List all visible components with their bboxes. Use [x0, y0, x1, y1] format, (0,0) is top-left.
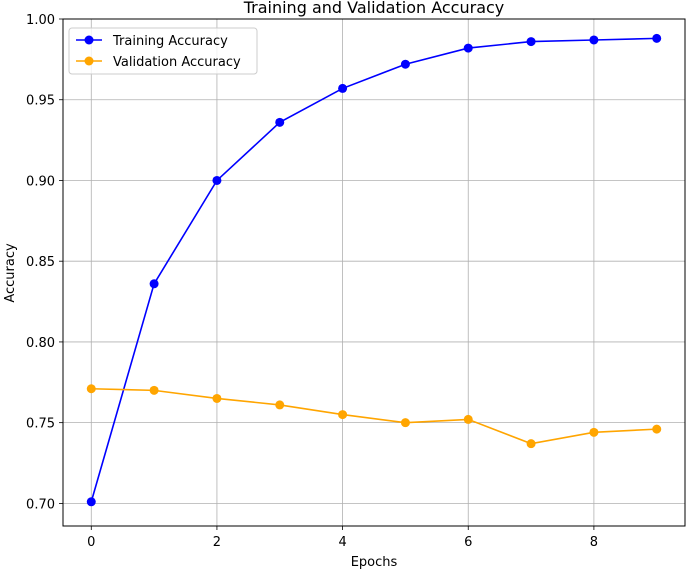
y-tick-label: 1.00: [26, 13, 55, 28]
y-tick-label: 0.80: [26, 336, 55, 351]
data-point-training-accuracy: [463, 43, 473, 53]
data-point-validation-accuracy: [275, 400, 285, 410]
y-tick-label: 0.85: [26, 255, 55, 270]
y-axis-label: Accuracy: [3, 243, 18, 303]
legend-label-training: Training Accuracy: [112, 34, 228, 49]
plot-frame: [62, 18, 686, 527]
x-tick-label: 6: [464, 535, 472, 550]
data-point-validation-accuracy: [400, 418, 410, 428]
y-tick-label: 0.95: [26, 94, 55, 109]
data-point-validation-accuracy: [338, 410, 348, 420]
y-tick-label: 0.70: [26, 497, 55, 512]
y-tick-label: 0.75: [26, 417, 55, 432]
data-point-training-accuracy: [212, 175, 222, 185]
data-point-validation-accuracy: [652, 424, 662, 434]
data-point-validation-accuracy: [149, 385, 159, 395]
data-point-training-accuracy: [526, 37, 536, 47]
data-point-validation-accuracy: [526, 439, 536, 449]
x-tick-label: 8: [590, 535, 598, 550]
data-point-training-accuracy: [86, 497, 96, 507]
series-line-validation-accuracy: [91, 387, 657, 445]
legend: Training Accuracy Validation Accuracy: [68, 27, 258, 75]
data-point-validation-accuracy: [212, 393, 222, 403]
x-tick-label: 4: [338, 535, 346, 550]
data-point-training-accuracy: [652, 33, 662, 43]
x-tick-label: 0: [87, 535, 95, 550]
series-layer: [86, 33, 662, 507]
legend-marker-validation: [84, 56, 94, 66]
ticks: 0 2 4 6 8 0.70 0.75 0.80 0.85 0.90 0.95 1.00: [26, 13, 598, 550]
x-axis-label: Epochs: [351, 555, 398, 569]
grid: [63, 18, 685, 526]
legend-marker-training: [84, 35, 94, 45]
data-point-training-accuracy: [338, 83, 348, 93]
data-point-validation-accuracy: [86, 384, 96, 394]
legend-box: [68, 27, 258, 75]
data-point-training-accuracy: [589, 35, 599, 45]
data-point-training-accuracy: [275, 117, 285, 127]
data-point-validation-accuracy: [589, 427, 599, 437]
legend-label-validation: Validation Accuracy: [113, 55, 241, 70]
data-point-validation-accuracy: [463, 414, 473, 424]
y-tick-label: 0.90: [26, 174, 55, 189]
x-tick-label: 2: [213, 535, 221, 550]
chart-title: Training and Validation Accuracy: [243, 0, 505, 17]
data-point-training-accuracy: [400, 59, 410, 69]
series-line-training-accuracy: [90, 37, 657, 503]
data-point-training-accuracy: [149, 279, 159, 289]
